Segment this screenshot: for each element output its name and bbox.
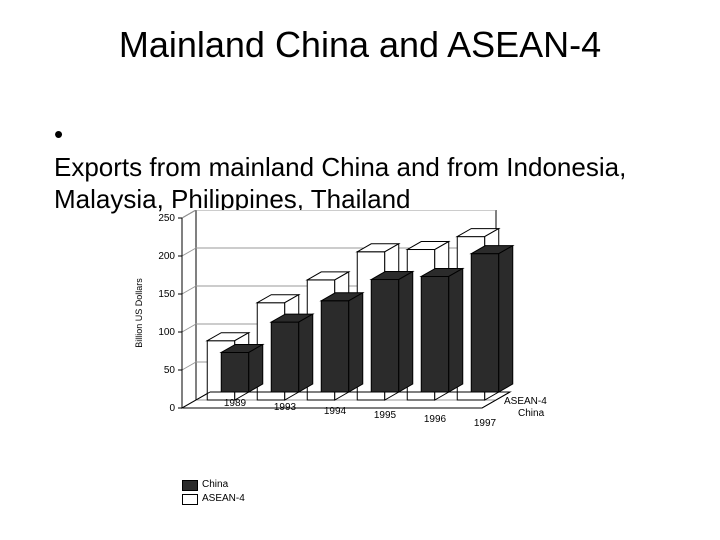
- bar-front: [271, 322, 299, 392]
- category-label: 1994: [324, 406, 347, 417]
- legend-item: China: [182, 478, 245, 492]
- bar-side: [399, 272, 413, 392]
- legend-swatch: [182, 494, 198, 505]
- ytick-label: 100: [158, 327, 175, 338]
- bar-front: [421, 276, 449, 392]
- depth-label-front: China: [518, 408, 545, 419]
- slide: Mainland China and ASEAN-4 • Exports fro…: [0, 0, 720, 540]
- exports-chart: 0 50 100 150 200 250 Billion US Dollars 1989 199…: [120, 210, 600, 500]
- bar-front: [371, 280, 399, 392]
- bullet-text: Exports from mainland China and from Ind…: [54, 151, 644, 216]
- ytick-label: 200: [158, 251, 175, 262]
- chart-legend: ChinaASEAN-4: [182, 478, 245, 506]
- legend-label: China: [202, 478, 228, 492]
- ytick-label: 50: [164, 365, 176, 376]
- ytick-label: 250: [158, 213, 175, 224]
- y-axis-label: Billion US Dollars: [134, 278, 144, 348]
- legend-label: ASEAN-4: [202, 492, 245, 506]
- bar-side: [349, 293, 363, 392]
- bar-front: [471, 254, 499, 392]
- bullet-marker: •: [54, 118, 72, 151]
- legend-item: ASEAN-4: [182, 492, 245, 506]
- category-label: 1995: [374, 410, 397, 421]
- category-label: 1997: [474, 418, 497, 429]
- slide-title: Mainland China and ASEAN-4: [0, 24, 720, 66]
- ytick-label: 0: [169, 403, 175, 414]
- chart-side-wall: [182, 210, 196, 408]
- bar-front: [321, 301, 349, 392]
- category-label: 1996: [424, 414, 447, 425]
- depth-label-back: ASEAN-4: [504, 396, 547, 407]
- category-label: 1993: [274, 402, 297, 413]
- bar-side: [249, 344, 263, 392]
- bar-side: [499, 246, 513, 392]
- chart-svg: 0 50 100 150 200 250 Billion US Dollars 1989 199…: [120, 210, 600, 500]
- legend-swatch: [182, 480, 198, 491]
- category-label: 1989: [224, 398, 247, 409]
- ytick-label: 150: [158, 289, 175, 300]
- bar-side: [449, 268, 463, 392]
- bar-front: [221, 352, 249, 392]
- bullet-item: • Exports from mainland China and from I…: [54, 118, 666, 216]
- bar-side: [299, 314, 313, 392]
